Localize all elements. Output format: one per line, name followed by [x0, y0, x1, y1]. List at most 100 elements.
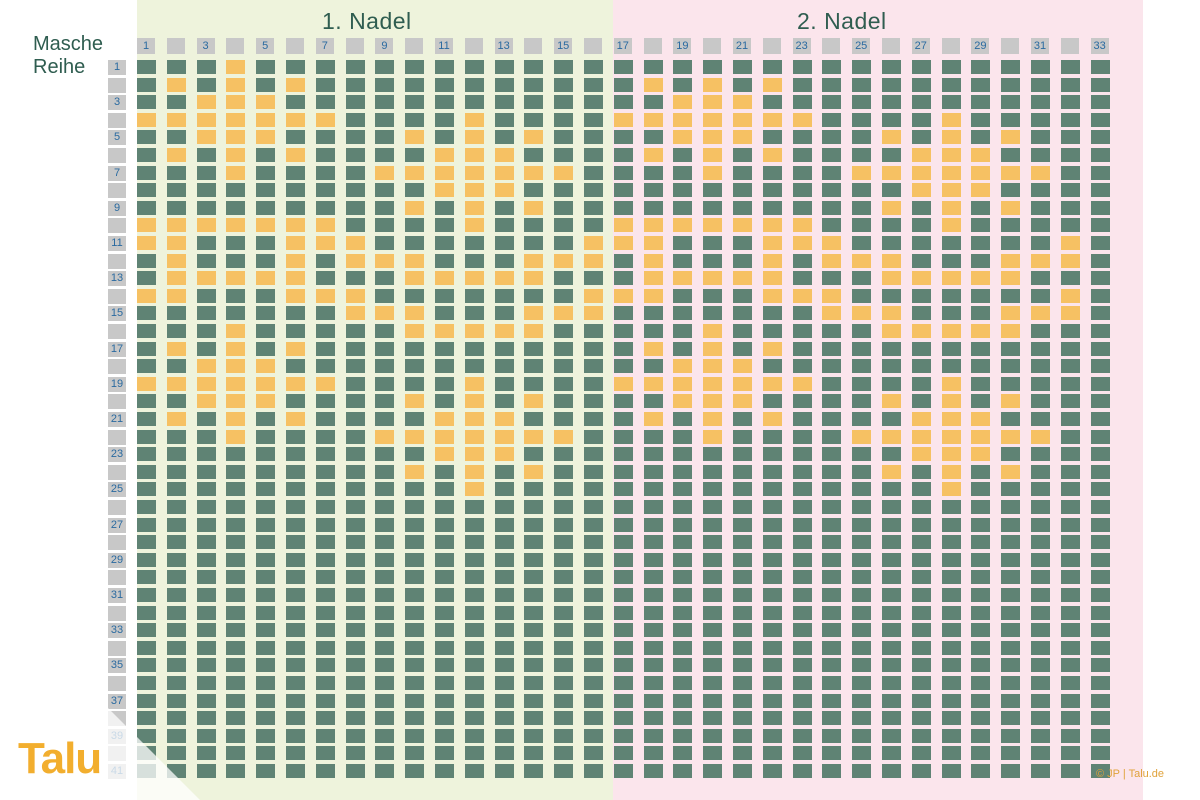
- stitch-cell: [971, 200, 991, 215]
- stitch-cell: [196, 588, 216, 602]
- stitch-cell: [1060, 552, 1080, 567]
- stitch-cell: [464, 658, 484, 673]
- stitch-cell: [286, 570, 305, 585]
- stitch-cell: [315, 746, 335, 761]
- stitch-cell: [375, 623, 395, 638]
- stitch-cell: [554, 341, 574, 356]
- stitch-cell-highlighted: [643, 148, 663, 162]
- stitch-cell: [524, 676, 544, 690]
- stitch-cell: [613, 640, 633, 655]
- stitch-cell-highlighted: [166, 112, 186, 127]
- stitch-cell-highlighted: [584, 253, 603, 268]
- stitch-cell: [584, 324, 603, 338]
- stitch-cell-highlighted: [315, 112, 335, 127]
- stitch-cell: [554, 658, 574, 673]
- stitch-cell-highlighted: [405, 429, 425, 444]
- stitch-cell: [613, 464, 633, 479]
- stitch-cell: [733, 728, 752, 743]
- stitch-cell: [315, 95, 335, 110]
- stitch-cell: [464, 306, 484, 321]
- stitch-cell: [584, 552, 603, 567]
- stitch-cell: [196, 60, 216, 74]
- stitch-cell: [733, 693, 752, 708]
- row-number-6: [108, 148, 126, 163]
- stitch-cell: [315, 306, 335, 321]
- stitch-cell: [762, 183, 782, 198]
- stitch-cell: [375, 271, 395, 286]
- stitch-cell-highlighted: [405, 324, 425, 338]
- stitch-cell: [733, 341, 752, 356]
- stitch-cell: [673, 658, 693, 673]
- stitch-cell: [733, 288, 752, 303]
- stitch-cell: [226, 200, 246, 215]
- stitch-cell: [613, 728, 633, 743]
- stitch-cell: [941, 236, 961, 250]
- stitch-cell: [494, 570, 514, 585]
- stitch-cell: [941, 253, 961, 268]
- stitch-cell: [1031, 693, 1050, 708]
- stitch-cell: [524, 623, 544, 638]
- stitch-cell: [703, 288, 723, 303]
- stitch-cell: [941, 288, 961, 303]
- stitch-cell-highlighted: [345, 253, 365, 268]
- stitch-cell: [941, 588, 961, 602]
- stitch-cell: [1090, 60, 1110, 74]
- stitch-cell: [375, 464, 395, 479]
- stitch-cell: [882, 500, 901, 514]
- stitch-cell: [733, 552, 752, 567]
- stitch-cell-highlighted: [494, 429, 514, 444]
- stitch-cell: [166, 95, 186, 110]
- stitch-cell-highlighted: [911, 447, 931, 462]
- stitch-cell: [345, 640, 365, 655]
- stitch-cell-highlighted: [733, 359, 752, 374]
- stitch-cell: [584, 711, 603, 726]
- stitch-cell-highlighted: [971, 412, 991, 426]
- stitch-cell: [137, 412, 156, 426]
- stitch-cell: [1031, 394, 1050, 409]
- row-number-20: [108, 394, 126, 410]
- stitch-number-15: 15: [554, 38, 573, 54]
- stitch-cell: [792, 746, 812, 761]
- stitch-cell-highlighted: [703, 376, 723, 391]
- stitch-cell: [1090, 447, 1110, 462]
- stitch-cell-highlighted: [941, 271, 961, 286]
- stitch-cell-highlighted: [196, 218, 216, 233]
- stitch-cell: [494, 623, 514, 638]
- stitch-cell: [1090, 288, 1110, 303]
- stitch-cell: [613, 324, 633, 338]
- stitch-cell: [375, 517, 395, 532]
- stitch-cell: [852, 412, 872, 426]
- stitch-cell: [554, 693, 574, 708]
- stitch-cell: [733, 482, 752, 497]
- stitch-cell: [435, 464, 454, 479]
- stitch-cell: [196, 77, 216, 92]
- stitch-cell-highlighted: [554, 253, 574, 268]
- stitch-cell: [971, 711, 991, 726]
- stitch-cell-highlighted: [256, 376, 276, 391]
- stitch-cell: [584, 676, 603, 690]
- stitch-cell: [792, 658, 812, 673]
- stitch-cell-highlighted: [971, 447, 991, 462]
- stitch-cell-highlighted: [554, 306, 574, 321]
- stitch-cell: [703, 746, 723, 761]
- stitch-cell: [286, 183, 305, 198]
- stitch-cell: [1031, 658, 1050, 673]
- stitch-cell: [792, 676, 812, 690]
- stitch-cell-highlighted: [405, 253, 425, 268]
- stitch-cell: [345, 482, 365, 497]
- stitch-cell: [494, 341, 514, 356]
- stitch-cell: [584, 570, 603, 585]
- stitch-cell: [762, 711, 782, 726]
- stitch-cell: [1001, 148, 1021, 162]
- stitch-cell: [554, 60, 574, 74]
- stitch-cell-highlighted: [703, 341, 723, 356]
- row-number-13: 13: [108, 271, 126, 287]
- stitch-cell: [464, 341, 484, 356]
- stitch-cell: [703, 588, 723, 602]
- stitch-cell: [494, 640, 514, 655]
- stitch-cell: [971, 60, 991, 74]
- stitch-cell: [822, 764, 842, 778]
- stitch-cell: [643, 746, 663, 761]
- stitch-cell: [494, 253, 514, 268]
- stitch-cell: [822, 658, 842, 673]
